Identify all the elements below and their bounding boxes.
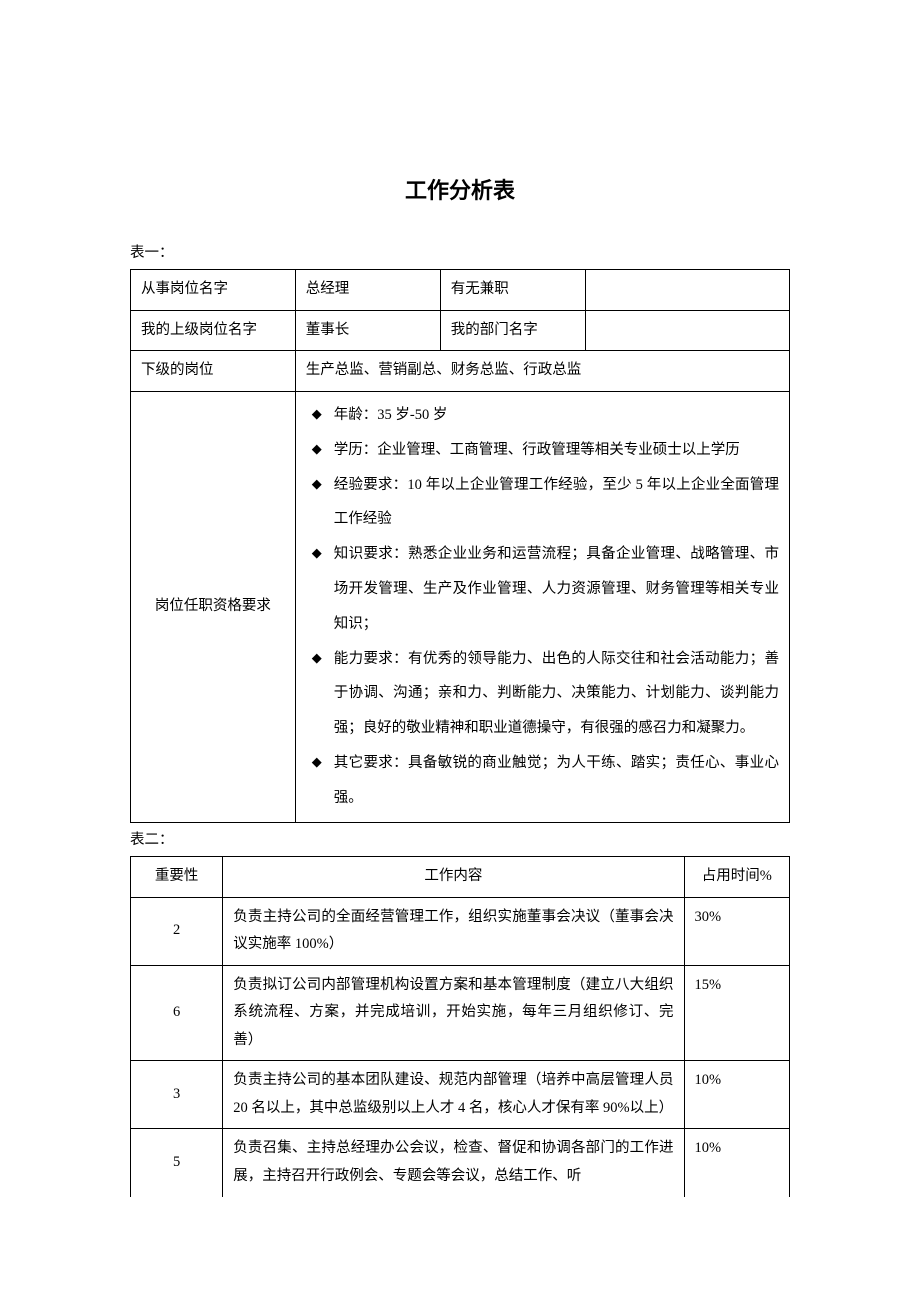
cell-time: 10% bbox=[684, 1061, 789, 1129]
requirement-text: 其它要求：具备敏锐的商业触觉；为人干练、踏实；责任心、事业心强。 bbox=[334, 755, 779, 806]
diamond-bullet-icon: ◆ bbox=[312, 468, 322, 499]
requirement-item: ◆ 经验要求：10 年以上企业管理工作经验，至少 5 年以上企业全面管理工作经验 bbox=[306, 468, 779, 538]
superior-value: 董事长 bbox=[295, 310, 440, 351]
table-row: 岗位任职资格要求 ◆ 年龄：35 岁-50 岁 ◆ 学历：企业管理、工商管理、行政管理… bbox=[131, 391, 790, 822]
table2-label: 表二： bbox=[130, 827, 790, 855]
dept-value bbox=[585, 310, 789, 351]
diamond-bullet-icon: ◆ bbox=[312, 398, 322, 429]
table2: 重要性 工作内容 占用时间% 2负责主持公司的全面经营管理工作，组织实施董事会决… bbox=[130, 856, 790, 1196]
requirement-item: ◆ 年龄：35 岁-50 岁 bbox=[306, 398, 779, 433]
requirement-text: 年龄：35 岁-50 岁 bbox=[334, 407, 448, 423]
table-row: 下级的岗位 生产总监、营销副总、财务总监、行政总监 bbox=[131, 351, 790, 392]
requirements-label: 岗位任职资格要求 bbox=[131, 391, 296, 822]
header-importance: 重要性 bbox=[131, 857, 223, 898]
cell-content: 负责主持公司的基本团队建设、规范内部管理（培养中高层管理人员 20 名以上，其中… bbox=[223, 1061, 684, 1129]
table-header-row: 重要性 工作内容 占用时间% bbox=[131, 857, 790, 898]
requirement-text: 学历：企业管理、工商管理、行政管理等相关专业硕士以上学历 bbox=[334, 442, 740, 458]
header-content: 工作内容 bbox=[223, 857, 684, 898]
subordinate-value: 生产总监、营销副总、财务总监、行政总监 bbox=[295, 351, 789, 392]
cell-importance: 5 bbox=[131, 1129, 223, 1197]
cell-content: 负责主持公司的全面经营管理工作，组织实施董事会决议（董事会决议实施率 100%） bbox=[223, 897, 684, 965]
table-row: 2负责主持公司的全面经营管理工作，组织实施董事会决议（董事会决议实施率 100%… bbox=[131, 897, 790, 965]
table1-label: 表一： bbox=[130, 240, 790, 268]
parttime-label: 有无兼职 bbox=[440, 270, 585, 311]
cell-importance: 2 bbox=[131, 897, 223, 965]
cell-time: 30% bbox=[684, 897, 789, 965]
diamond-bullet-icon: ◆ bbox=[312, 642, 322, 673]
cell-importance: 6 bbox=[131, 965, 223, 1061]
requirement-text: 能力要求：有优秀的领导能力、出色的人际交往和社会活动能力；善于协调、沟通；亲和力… bbox=[334, 651, 779, 737]
cell-importance: 3 bbox=[131, 1061, 223, 1129]
requirement-text: 经验要求：10 年以上企业管理工作经验，至少 5 年以上企业全面管理工作经验 bbox=[334, 477, 779, 528]
page-title: 工作分析表 bbox=[130, 170, 790, 212]
table1: 从事岗位名字 总经理 有无兼职 我的上级岗位名字 董事长 我的部门名字 下级的岗… bbox=[130, 269, 790, 822]
cell-content: 负责拟订公司内部管理机构设置方案和基本管理制度（建立八大组织系统流程、方案，并完… bbox=[223, 965, 684, 1061]
dept-label: 我的部门名字 bbox=[440, 310, 585, 351]
parttime-value bbox=[585, 270, 789, 311]
diamond-bullet-icon: ◆ bbox=[312, 537, 322, 568]
requirement-item: ◆ 知识要求：熟悉企业业务和运营流程；具备企业管理、战略管理、市场开发管理、生产及… bbox=[306, 537, 779, 641]
cell-time: 10% bbox=[684, 1129, 789, 1197]
requirement-item: ◆ 学历：企业管理、工商管理、行政管理等相关专业硕士以上学历 bbox=[306, 433, 779, 468]
requirement-item: ◆ 其它要求：具备敏锐的商业触觉；为人干练、踏实；责任心、事业心强。 bbox=[306, 746, 779, 816]
table-row: 我的上级岗位名字 董事长 我的部门名字 bbox=[131, 310, 790, 351]
diamond-bullet-icon: ◆ bbox=[312, 433, 322, 464]
cell-content: 负责召集、主持总经理办公会议，检查、督促和协调各部门的工作进展，主持召开行政例会… bbox=[223, 1129, 684, 1197]
table-row: 6负责拟订公司内部管理机构设置方案和基本管理制度（建立八大组织系统流程、方案，并… bbox=[131, 965, 790, 1061]
requirement-item: ◆ 能力要求：有优秀的领导能力、出色的人际交往和社会活动能力；善于协调、沟通；亲和… bbox=[306, 642, 779, 746]
table-row: 5负责召集、主持总经理办公会议，检查、督促和协调各部门的工作进展，主持召开行政例… bbox=[131, 1129, 790, 1197]
diamond-bullet-icon: ◆ bbox=[312, 746, 322, 777]
position-value: 总经理 bbox=[295, 270, 440, 311]
cell-time: 15% bbox=[684, 965, 789, 1061]
subordinate-label: 下级的岗位 bbox=[131, 351, 296, 392]
position-label: 从事岗位名字 bbox=[131, 270, 296, 311]
table-row: 从事岗位名字 总经理 有无兼职 bbox=[131, 270, 790, 311]
table-row: 3负责主持公司的基本团队建设、规范内部管理（培养中高层管理人员 20 名以上，其… bbox=[131, 1061, 790, 1129]
header-time: 占用时间% bbox=[684, 857, 789, 898]
superior-label: 我的上级岗位名字 bbox=[131, 310, 296, 351]
requirements-cell: ◆ 年龄：35 岁-50 岁 ◆ 学历：企业管理、工商管理、行政管理等相关专业硕士以上… bbox=[295, 391, 789, 822]
requirement-text: 知识要求：熟悉企业业务和运营流程；具备企业管理、战略管理、市场开发管理、生产及作… bbox=[334, 546, 779, 632]
